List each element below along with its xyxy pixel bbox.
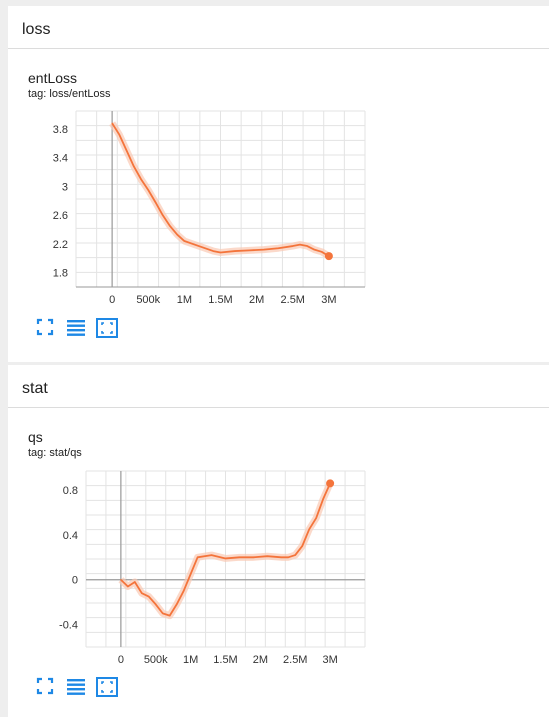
qs-chart[interactable]: 0 500k 1M 1.5M 2M 2.5M 3M -0.4 0 0.4 0.8 (8, 465, 549, 680)
data-point (177, 234, 178, 235)
section-header-loss[interactable]: loss (8, 6, 549, 49)
data-point (299, 244, 300, 245)
data-point (249, 250, 250, 251)
data-point (292, 245, 293, 246)
data-point (281, 557, 282, 558)
data-point (127, 586, 128, 587)
card-title: entLoss (28, 70, 77, 86)
y-tick-label: 2.2 (53, 239, 68, 251)
x-tick-label: 500k (136, 294, 160, 306)
data-point (263, 249, 264, 250)
y-tick-label: 1.8 (53, 268, 68, 280)
data-point (198, 245, 199, 246)
entloss-chart[interactable]: 0 500k 1M 1.5M 2M 2.5M 3M 1.8 2.2 2.6 3 3.4 3.8 (8, 106, 549, 321)
list-icon[interactable] (66, 677, 88, 697)
card-title: qs (28, 429, 43, 445)
data-point (321, 251, 322, 252)
data-point (220, 252, 221, 253)
data-point (112, 123, 113, 124)
series-end-marker (325, 252, 333, 260)
data-point (140, 179, 141, 180)
x-tick-label: 0 (118, 654, 124, 666)
y-tick-label: 3.8 (53, 124, 68, 136)
section-header-stat[interactable]: stat (8, 365, 549, 408)
data-point (234, 250, 235, 251)
data-point (213, 250, 214, 251)
data-point (295, 554, 296, 555)
fullscreen-icon[interactable] (36, 318, 58, 338)
x-tick-label: 3M (322, 654, 337, 666)
data-point (302, 546, 303, 547)
data-point (162, 215, 163, 216)
data-point (314, 249, 315, 250)
data-point (155, 604, 156, 605)
data-point (133, 166, 134, 167)
x-tick-label: 1M (183, 654, 198, 666)
x-tick-label: 2.5M (281, 294, 305, 306)
data-point (190, 574, 191, 575)
x-tick-label: 1M (177, 294, 192, 306)
data-point (126, 150, 127, 151)
fullscreen-icon[interactable] (36, 677, 58, 697)
series-end-marker (326, 479, 334, 487)
data-point (119, 134, 120, 135)
data-point (162, 613, 163, 614)
data-point (253, 557, 254, 558)
list-icon[interactable] (66, 318, 88, 338)
x-tick-label: 0 (109, 294, 115, 306)
data-point (120, 579, 121, 580)
y-tick-label: -0.4 (59, 620, 78, 632)
data-point (141, 593, 142, 594)
data-point (309, 529, 310, 530)
data-point (184, 240, 185, 241)
x-tick-label: 2M (253, 654, 268, 666)
data-point (176, 604, 177, 605)
data-point (278, 248, 279, 249)
x-tick-label: 1.5M (213, 654, 237, 666)
x-tick-label: 500k (144, 654, 168, 666)
chart-card-qs: qs tag: stat/qs 0 500k 1M 1.5M 2M 2.5M 3M -0.4 0… (8, 409, 549, 717)
data-point (169, 225, 170, 226)
data-point (155, 202, 156, 203)
data-point (148, 189, 149, 190)
data-point (183, 590, 184, 591)
y-tick-label: 0 (72, 575, 78, 587)
data-point (307, 245, 308, 246)
data-point (225, 558, 226, 559)
y-tick-label: 0.8 (63, 485, 78, 497)
chart-card-entloss: entLoss tag: loss/entLoss 0 500k 1M 1.5M 2M 2… (8, 50, 549, 362)
data-point (239, 557, 240, 558)
section-stat: stat qs tag: stat/qs 0 500k 1M 1.5M 2M 2.5M 3M… (8, 365, 549, 717)
y-tick-label: 0.4 (63, 530, 78, 542)
data-point (323, 498, 324, 499)
data-point (197, 557, 198, 558)
data-point (288, 557, 289, 558)
card-tag: tag: loss/entLoss (28, 88, 111, 100)
x-tick-label: 1.5M (208, 294, 232, 306)
data-point (134, 581, 135, 582)
x-tick-label: 3M (321, 294, 336, 306)
fit-domain-icon[interactable] (96, 677, 118, 697)
x-tick-label: 2.5M (283, 654, 307, 666)
y-tick-label: 3 (62, 181, 68, 193)
y-tick-label: 2.6 (53, 210, 68, 222)
data-point (267, 556, 268, 557)
card-tag: tag: stat/qs (28, 447, 82, 459)
data-point (148, 596, 149, 597)
y-tick-label: 3.4 (53, 153, 68, 165)
section-loss: loss entLoss tag: loss/entLoss 0 500k 1M 1.… (8, 6, 549, 362)
data-point (316, 517, 317, 518)
data-point (211, 554, 212, 555)
data-point (169, 615, 170, 616)
x-tick-label: 2M (249, 294, 264, 306)
fit-domain-icon[interactable] (96, 318, 118, 338)
